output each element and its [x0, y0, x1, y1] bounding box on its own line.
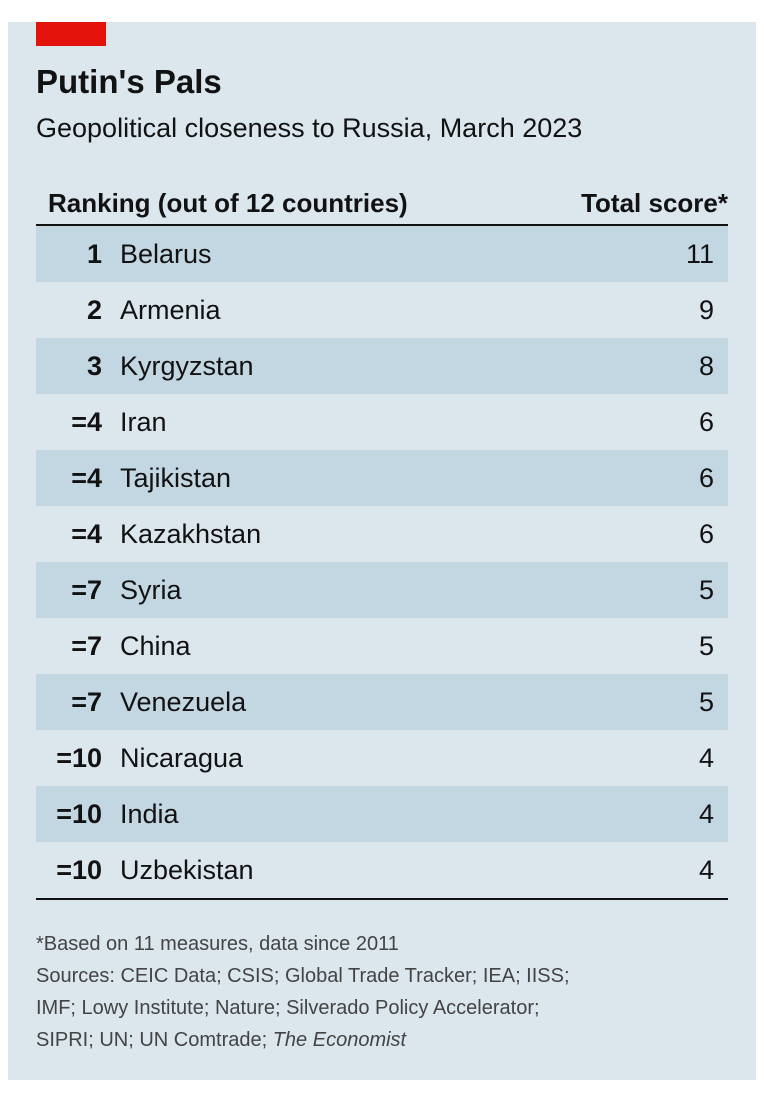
table-row: =4 Kazakhstan 6	[36, 506, 728, 562]
footnote: *Based on 11 measures, data since 2011 S…	[36, 928, 736, 1056]
row-score: 8	[698, 351, 714, 381]
header-total-score: Total score*	[581, 188, 728, 218]
table-body: 1 Belarus 11 2 Armenia 9 3 Kyrgyzstan 8 =4 Iran 6 =4…	[36, 226, 728, 898]
table-row: =10 Nicaragua 4	[36, 730, 728, 786]
sources-line-3-text: SIPRI; UN; UN Comtrade;	[36, 1029, 273, 1051]
table-row: 1 Belarus 11	[36, 226, 728, 282]
table-row: =4 Tajikistan 6	[36, 450, 728, 506]
sources-publisher: The Economist	[272, 1029, 407, 1051]
row-country: India	[120, 799, 179, 829]
row-country: China	[120, 631, 191, 661]
table-row: 2 Armenia 9	[36, 282, 728, 338]
header-rule	[36, 224, 728, 226]
table-row: =7 Syria 5	[36, 562, 728, 618]
row-country: Nicaragua	[120, 743, 244, 773]
row-score: 11	[685, 239, 714, 269]
row-score: 5	[698, 575, 714, 605]
row-country: Armenia	[120, 295, 221, 325]
accent-bar	[36, 22, 106, 46]
table-row: =7 China 5	[36, 618, 728, 674]
header-ranking: Ranking (out of 12 countries)	[48, 188, 408, 218]
row-rank: 3	[86, 351, 102, 381]
row-rank: 2	[86, 295, 102, 325]
table-bottom-rule	[36, 898, 728, 900]
row-score: 6	[698, 463, 714, 493]
row-rank: =4	[71, 519, 102, 549]
row-rank: =4	[71, 463, 102, 493]
row-rank: =7	[71, 575, 102, 605]
row-score: 4	[698, 855, 714, 885]
row-country: Tajikistan	[120, 463, 232, 493]
table-header: Ranking (out of 12 countries) Total scor…	[36, 185, 728, 223]
row-score: 9	[698, 295, 714, 325]
row-score: 5	[698, 631, 714, 661]
footnote-note: *Based on 11 measures, data since 2011	[36, 933, 399, 955]
row-country: Venezuela	[120, 687, 247, 717]
row-country: Kazakhstan	[120, 519, 262, 549]
row-country: Syria	[120, 575, 182, 605]
row-country: Uzbekistan	[120, 855, 254, 885]
table-row: =7 Venezuela 5	[36, 674, 728, 730]
chart-card: Putin's Pals Geopolitical closeness to R…	[8, 22, 756, 1080]
row-score: 5	[698, 687, 714, 717]
table-row: =10 India 4	[36, 786, 728, 842]
row-score: 6	[698, 519, 714, 549]
sources-line-1: Sources: CEIC Data; CSIS; Global Trade T…	[36, 965, 570, 987]
row-country: Belarus	[120, 239, 212, 269]
row-rank: =4	[71, 407, 102, 437]
row-rank: =10	[56, 799, 102, 829]
sources-line-3: SIPRI; UN; UN Comtrade; The Economist	[36, 1024, 736, 1056]
chart-title: Putin's Pals	[36, 63, 222, 100]
row-score: 4	[698, 743, 714, 773]
row-rank: 1	[86, 239, 102, 269]
sources-line-2: IMF; Lowy Institute; Nature; Silverado P…	[36, 997, 540, 1019]
table-row: =10 Uzbekistan 4	[36, 842, 728, 898]
chart-subtitle: Geopolitical closeness to Russia, March …	[36, 113, 583, 143]
row-score: 6	[698, 407, 714, 437]
row-rank: =10	[56, 743, 102, 773]
row-rank: =10	[56, 855, 102, 885]
table-row: 3 Kyrgyzstan 8	[36, 338, 728, 394]
row-country: Kyrgyzstan	[120, 351, 254, 381]
row-rank: =7	[71, 631, 102, 661]
row-score: 4	[698, 799, 714, 829]
row-country: Iran	[120, 407, 167, 437]
row-rank: =7	[71, 687, 102, 717]
table-row: =4 Iran 6	[36, 394, 728, 450]
